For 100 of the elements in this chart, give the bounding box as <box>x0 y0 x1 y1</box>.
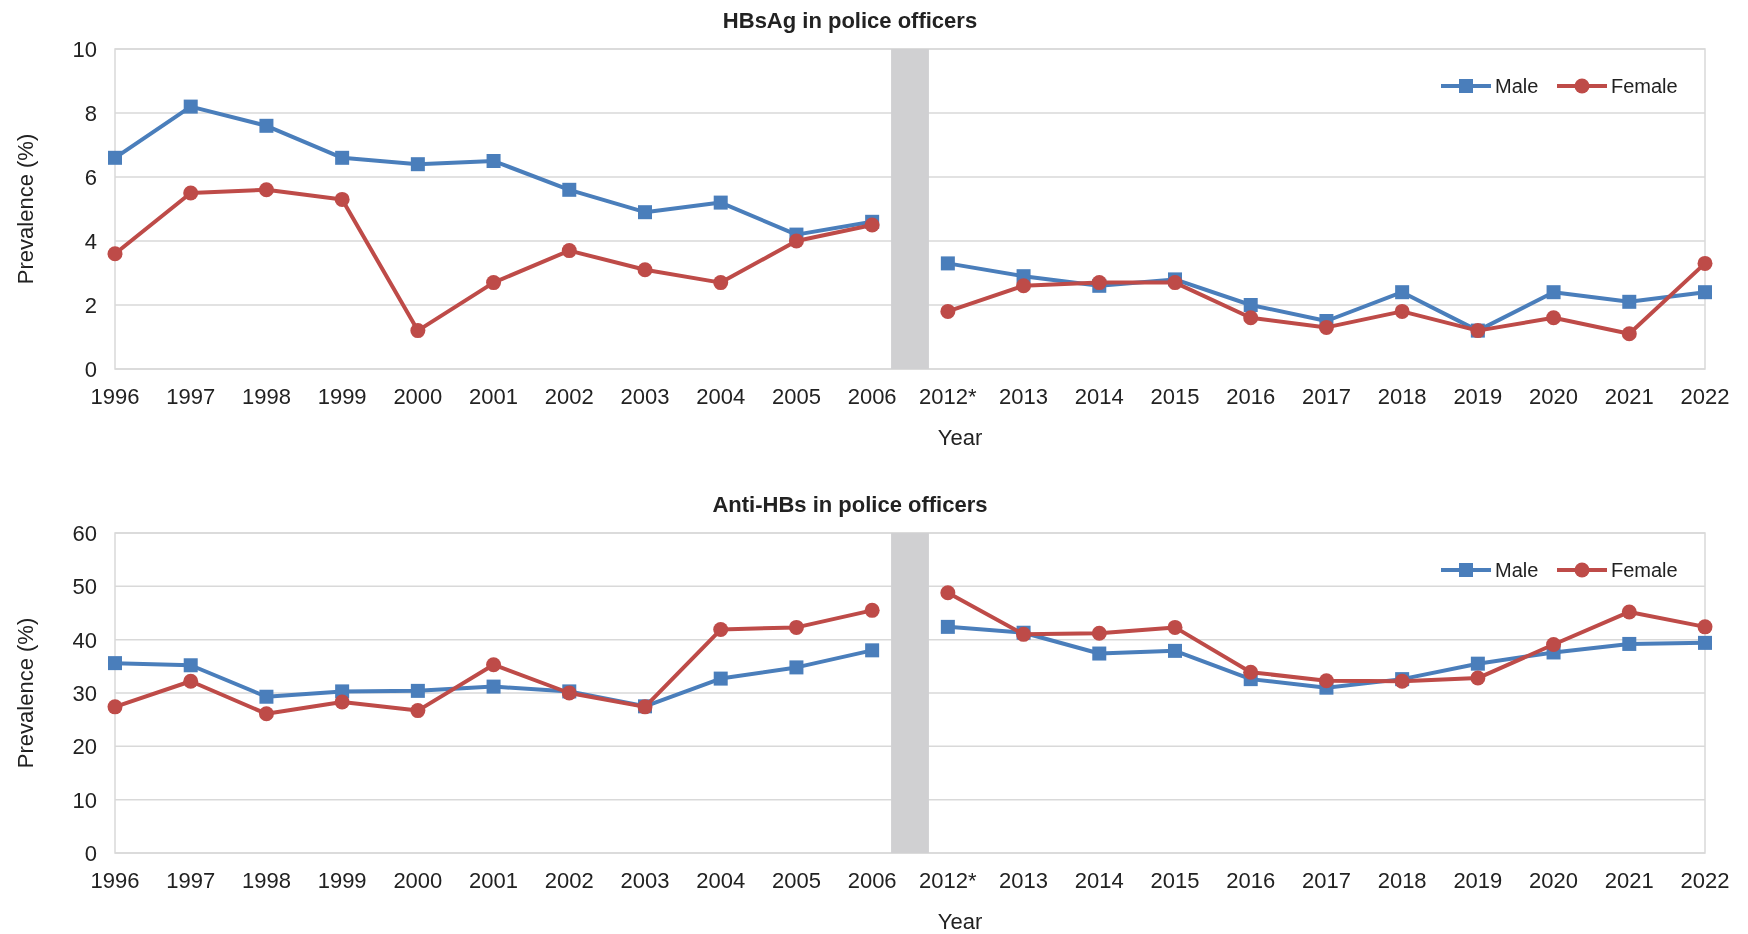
x-tick-label: 2017 <box>1301 868 1351 893</box>
point <box>108 150 122 165</box>
point <box>1318 319 1334 335</box>
x-tick-label: 2003 <box>620 384 670 409</box>
x-tick-label: 2004 <box>696 868 746 893</box>
x-tick-label: 2020 <box>1529 384 1579 409</box>
x-axis-title: Year <box>937 425 983 450</box>
point <box>561 243 577 259</box>
point <box>713 195 728 210</box>
x-tick-label: 2019 <box>1453 868 1503 893</box>
point <box>410 323 426 339</box>
y-tick-label: 4 <box>84 229 97 254</box>
x-tick-label: 1997 <box>166 384 216 409</box>
x-tick-label: 2012* <box>919 868 978 893</box>
y-tick-label: 20 <box>72 734 97 760</box>
y-tick-label: 40 <box>72 627 97 653</box>
point <box>1698 285 1712 300</box>
point <box>864 217 880 233</box>
x-tick-label: 2017 <box>1301 384 1351 409</box>
point <box>637 262 653 278</box>
point <box>1546 310 1562 326</box>
point <box>1546 636 1562 652</box>
point <box>940 303 956 319</box>
point <box>789 660 804 675</box>
y-axis-title: Prevalence (%) <box>13 617 38 769</box>
y-tick-label: 0 <box>84 841 97 866</box>
point <box>108 656 122 671</box>
x-tick-label: 1999 <box>317 868 367 893</box>
point <box>1621 326 1637 342</box>
point <box>335 150 350 165</box>
y-tick-label: 2 <box>84 293 97 318</box>
y-tick-label: 60 <box>72 521 97 546</box>
y-tick-label: 10 <box>72 37 97 62</box>
x-tick-label: 2005 <box>771 868 821 893</box>
point <box>1622 294 1637 309</box>
point <box>1394 303 1410 319</box>
point <box>183 185 199 201</box>
x-tick-label: 2002 <box>544 384 594 409</box>
point <box>864 602 880 618</box>
legend-label: Female <box>1611 559 1678 581</box>
point <box>1697 619 1713 635</box>
x-tick-label: 2003 <box>620 868 670 893</box>
point <box>865 643 880 658</box>
point <box>1697 255 1713 271</box>
point <box>183 673 199 689</box>
point <box>1168 643 1182 658</box>
point <box>258 706 274 722</box>
x-tick-label: 1996 <box>90 384 140 409</box>
point <box>334 191 350 207</box>
x-tick-label: 2015 <box>1150 868 1200 893</box>
x-tick-label: 2019 <box>1453 384 1503 409</box>
point <box>486 275 502 291</box>
point <box>259 118 274 133</box>
x-tick-label: 2006 <box>847 868 897 893</box>
point <box>1091 625 1107 641</box>
point <box>788 233 804 249</box>
point <box>788 619 804 635</box>
x-tick-label: 2012* <box>919 384 978 409</box>
chart-title: Anti-HBs in police officers <box>712 492 988 517</box>
x-tick-label: 2013 <box>999 868 1049 893</box>
point <box>1546 285 1561 300</box>
x-tick-label: 2021 <box>1604 868 1654 893</box>
y-tick-label: 30 <box>72 681 97 706</box>
x-tick-label: 2022 <box>1680 868 1730 893</box>
point <box>713 275 729 291</box>
point <box>183 658 198 673</box>
point <box>1016 278 1032 294</box>
point <box>940 619 955 634</box>
point <box>1395 285 1410 300</box>
y-tick-label: 50 <box>72 574 97 600</box>
point <box>410 157 425 172</box>
y-tick-label: 10 <box>72 787 97 813</box>
point <box>1470 656 1485 671</box>
x-tick-label: 2000 <box>393 384 443 409</box>
x-tick-label: 2016 <box>1226 868 1276 893</box>
x-tick-label: 2004 <box>696 384 746 409</box>
point <box>713 622 729 638</box>
x-tick-label: 2022 <box>1680 384 1730 409</box>
point <box>410 703 426 719</box>
point <box>410 683 425 698</box>
point <box>486 657 502 673</box>
x-tick-label: 2014 <box>1074 384 1124 409</box>
point <box>940 585 956 601</box>
x-tick-label: 2001 <box>469 868 519 893</box>
x-tick-label: 2006 <box>847 384 897 409</box>
point <box>1470 670 1486 686</box>
y-tick-label: 8 <box>84 101 97 126</box>
point <box>486 679 501 694</box>
point <box>486 154 501 168</box>
x-tick-label: 2013 <box>999 384 1049 409</box>
point <box>1243 298 1258 312</box>
x-tick-label: 2018 <box>1377 868 1427 893</box>
legend-label: Male <box>1495 559 1539 581</box>
point <box>1698 635 1712 650</box>
chart-title: HBsAg in police officers <box>722 8 978 33</box>
legend-label: Female <box>1611 75 1678 97</box>
x-tick-label: 2021 <box>1604 384 1654 409</box>
x-tick-label: 2014 <box>1074 868 1124 893</box>
x-axis-title: Year <box>937 909 983 934</box>
y-axis-title: Prevalence (%) <box>13 133 38 285</box>
